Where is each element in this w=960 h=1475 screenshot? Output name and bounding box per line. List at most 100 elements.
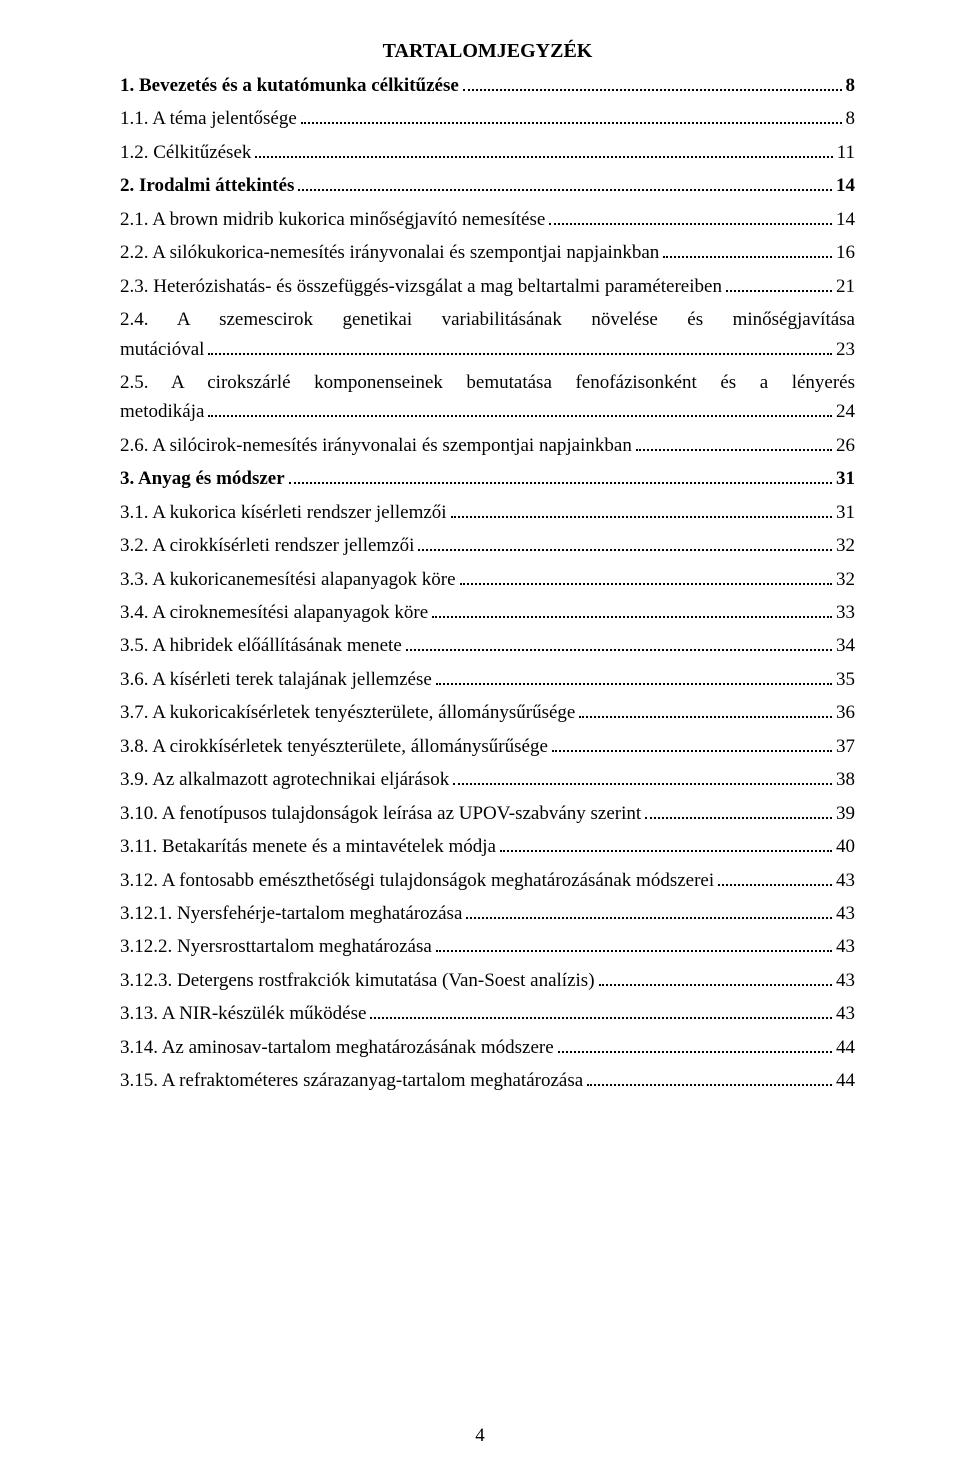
toc-entry-text: 3.6. A kísérleti terek talajának jellemz… <box>120 665 432 694</box>
toc-entry: 2.4. A szemescirok genetikai variabilitá… <box>120 305 855 364</box>
page-number: 4 <box>0 1425 960 1447</box>
toc-leader-dots <box>599 967 832 986</box>
toc-entry: 2.6. A silócirok-nemesítés irányvonalai … <box>120 431 855 460</box>
toc-entry-text: 3.1. A kukorica kísérleti rendszer jelle… <box>120 498 447 527</box>
toc-entry-text: 3.2. A cirokkísérleti rendszer jellemzői <box>120 531 414 560</box>
toc-entry: 1.2. Célkitűzések11 <box>120 138 855 167</box>
toc-entry-text: 1. Bevezetés és a kutatómunka célkitűzés… <box>120 71 459 100</box>
toc-entry-text-line1: 2.4. A szemescirok genetikai variabilitá… <box>120 305 855 334</box>
toc-entry-page: 37 <box>836 732 855 761</box>
toc-entry-page: 44 <box>836 1066 855 1095</box>
toc-entry-text: 3.3. A kukoricanemesítési alapanyagok kö… <box>120 565 456 594</box>
toc-leader-dots <box>418 532 832 551</box>
toc-entry-text-line1: 2.5. A cirokszárlé komponenseinek bemuta… <box>120 368 855 397</box>
toc-entry: 3. Anyag és módszer 31 <box>120 464 855 493</box>
toc-entry-text: 3.11. Betakarítás menete és a mintavétel… <box>120 832 496 861</box>
toc-entry: 3.12.1. Nyersfehérje-tartalom meghatároz… <box>120 899 855 928</box>
toc-entry-page: 23 <box>836 335 855 364</box>
toc-leader-dots <box>636 432 832 451</box>
toc-entry: 3.6. A kísérleti terek talajának jellemz… <box>120 665 855 694</box>
toc-leader-dots <box>301 105 842 124</box>
toc-leader-dots <box>451 499 832 518</box>
toc-leader-dots <box>208 335 832 354</box>
toc-entry-page: 8 <box>846 71 856 100</box>
toc-entry-text: 2.3. Heterózishatás- és összefüggés-vizs… <box>120 272 722 301</box>
toc-entry: 3.11. Betakarítás menete és a mintavétel… <box>120 832 855 861</box>
toc-leader-dots <box>500 833 832 852</box>
toc-leader-dots <box>436 666 832 685</box>
toc-entry: 3.7. A kukoricakísérletek tenyészterület… <box>120 698 855 727</box>
toc-entry: 3.1. A kukorica kísérleti rendszer jelle… <box>120 498 855 527</box>
toc-entry-page: 40 <box>836 832 855 861</box>
toc-leader-dots <box>289 465 832 484</box>
toc-entry-page: 39 <box>836 799 855 828</box>
toc-entry: 2. Irodalmi áttekintés 14 <box>120 171 855 200</box>
toc-leader-dots <box>298 172 832 191</box>
toc-leader-dots <box>406 632 832 651</box>
toc-entry-text: 2.6. A silócirok-nemesítés irányvonalai … <box>120 431 632 460</box>
toc-leader-dots <box>466 900 832 919</box>
toc-leader-dots <box>663 239 832 258</box>
toc-leader-dots <box>558 1034 832 1053</box>
toc-entry: 3.8. A cirokkísérletek tenyészterülete, … <box>120 732 855 761</box>
toc-entry-text-line2: mutációval <box>120 335 204 364</box>
toc-entry: 3.14. Az aminosav-tartalom meghatározásá… <box>120 1033 855 1062</box>
toc-entry-page: 31 <box>836 498 855 527</box>
toc-leader-dots <box>645 800 832 819</box>
toc-entry-text: 3. Anyag és módszer <box>120 464 285 493</box>
toc-entry-text: 3.12.2. Nyersrosttartalom meghatározása <box>120 932 432 961</box>
toc-leader-dots <box>579 699 832 718</box>
toc-entry-text-line2: metodikája <box>120 397 204 426</box>
toc-entry-text: 3.15. A refraktométeres szárazanyag-tart… <box>120 1066 583 1095</box>
toc-entry-page: 36 <box>836 698 855 727</box>
toc-entry-page: 35 <box>836 665 855 694</box>
toc-entry: 3.13. A NIR-készülék működése43 <box>120 999 855 1028</box>
toc-entry-text: 3.12. A fontosabb emészthetőségi tulajdo… <box>120 866 714 895</box>
toc-entry: 3.12.3. Detergens rostfrakciók kimutatás… <box>120 966 855 995</box>
toc-entry-page: 32 <box>836 565 855 594</box>
toc-leader-dots <box>718 866 832 885</box>
toc-entry: 3.10. A fenotípusos tulajdonságok leírás… <box>120 799 855 828</box>
toc-entry: 2.1. A brown midrib kukorica minőségjaví… <box>120 205 855 234</box>
toc-entry-text: 2. Irodalmi áttekintés <box>120 171 294 200</box>
toc-leader-dots <box>726 273 832 292</box>
toc-entry-text: 3.10. A fenotípusos tulajdonságok leírás… <box>120 799 641 828</box>
toc-title: TARTALOMJEGYZÉK <box>120 40 855 63</box>
toc-entry-page: 21 <box>836 272 855 301</box>
toc-entry-page: 34 <box>836 631 855 660</box>
toc-entry-page: 43 <box>836 899 855 928</box>
toc-entry-text: 3.5. A hibridek előállításának menete <box>120 631 402 660</box>
toc-entry-text: 3.7. A kukoricakísérletek tenyészterület… <box>120 698 575 727</box>
toc-entry-page: 31 <box>836 464 855 493</box>
toc-entry-text: 3.12.3. Detergens rostfrakciók kimutatás… <box>120 966 595 995</box>
toc-entry: 3.4. A ciroknemesítési alapanyagok köre3… <box>120 598 855 627</box>
toc-entry: 1.1. A téma jelentősége8 <box>120 104 855 133</box>
toc-entry: 3.15. A refraktométeres szárazanyag-tart… <box>120 1066 855 1095</box>
toc-entry: 3.12. A fontosabb emészthetőségi tulajdo… <box>120 866 855 895</box>
toc-entry-page: 32 <box>836 531 855 560</box>
toc-entry-page: 43 <box>836 966 855 995</box>
toc-entry-page: 14 <box>836 205 855 234</box>
toc-entry-page: 14 <box>836 171 855 200</box>
toc-entry: 3.12.2. Nyersrosttartalom meghatározása 4… <box>120 932 855 961</box>
toc-body: 1. Bevezetés és a kutatómunka célkitűzés… <box>120 71 855 1096</box>
toc-entry-page: 43 <box>836 866 855 895</box>
toc-entry-text: 2.1. A brown midrib kukorica minőségjaví… <box>120 205 545 234</box>
toc-entry-page: 33 <box>836 598 855 627</box>
toc-entry-text: 3.14. Az aminosav-tartalom meghatározásá… <box>120 1033 554 1062</box>
toc-entry-page: 44 <box>836 1033 855 1062</box>
toc-entry-page: 38 <box>836 765 855 794</box>
toc-leader-dots <box>460 565 832 584</box>
toc-entry: 2.3. Heterózishatás- és összefüggés-vizs… <box>120 272 855 301</box>
toc-entry-page: 43 <box>836 932 855 961</box>
toc-entry: 1. Bevezetés és a kutatómunka célkitűzés… <box>120 71 855 100</box>
toc-entry-text: 2.2. A silókukorica-nemesítés irányvonal… <box>120 238 659 267</box>
toc-leader-dots <box>255 139 832 158</box>
toc-entry-page: 24 <box>836 397 855 426</box>
toc-entry-text: 3.9. Az alkalmazott agrotechnikai eljárá… <box>120 765 449 794</box>
toc-entry-text: 3.8. A cirokkísérletek tenyészterülete, … <box>120 732 548 761</box>
toc-leader-dots <box>587 1067 832 1086</box>
toc-entry-page: 11 <box>837 138 855 167</box>
toc-leader-dots <box>432 599 832 618</box>
toc-entry-page: 8 <box>846 104 856 133</box>
